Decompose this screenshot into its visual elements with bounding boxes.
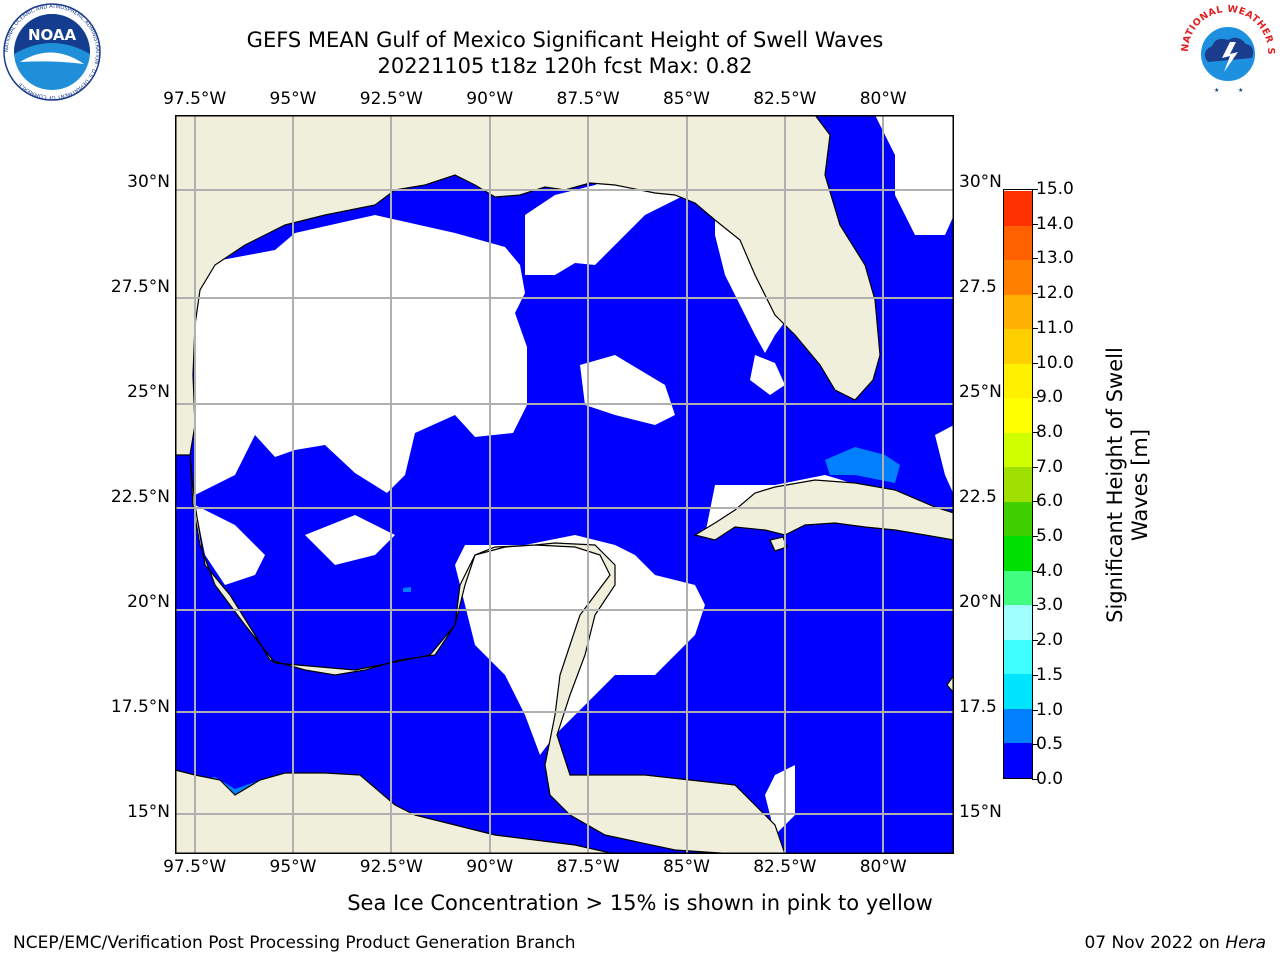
- lat-tick-right: 20°N: [959, 592, 1002, 613]
- colorbar-tick-label: 14.0: [1032, 213, 1074, 234]
- lat-tick-left: 22.5°N: [110, 487, 170, 508]
- colorbar-tick-label: 10.0: [1032, 352, 1074, 373]
- colorbar-segment: [1004, 674, 1032, 709]
- colorbar-tick-label: 2.0: [1031, 630, 1064, 651]
- graticule: [175, 115, 954, 854]
- lon-tick-bottom: 90°W: [466, 857, 514, 877]
- colorbar-segment: [1004, 467, 1032, 502]
- lon-tick-top: 80°W: [859, 89, 907, 109]
- colorbar-segment: [1004, 398, 1032, 433]
- colorbar-tick-label: 13.0: [1032, 248, 1074, 269]
- run-date-text: 07 Nov 2022 on Hera: [1084, 933, 1266, 953]
- colorbar-label-line1: Significant Height of Swell: [1103, 347, 1127, 623]
- lat-tick-left: 30°N: [127, 172, 170, 193]
- colorbar-tick-label: 5.0: [1031, 526, 1064, 547]
- lon-tick-bottom: 95°W: [269, 857, 317, 877]
- lon-tick-top: 85°W: [662, 89, 710, 109]
- colorbar-tick-label: 1.5: [1031, 664, 1064, 685]
- nws-logo: NATIONAL WEATHER SERVICE ★ ★: [1178, 2, 1276, 100]
- lat-tick-right: 30°N: [959, 172, 1002, 193]
- noaa-logo: NATIONAL OCEANIC AND ATMOSPHERIC ADMINIS…: [3, 3, 101, 101]
- land-masses: [175, 115, 954, 854]
- colorbar-segment: [1004, 363, 1032, 399]
- lat-tick-left: 27.5°N: [110, 277, 170, 298]
- sea-ice-footnote: Sea Ice Concentration > 15% is shown in …: [347, 891, 933, 915]
- colorbar-segment: [1004, 225, 1032, 261]
- colorbar-segment: [1004, 432, 1032, 468]
- colorbar-tick-label: 8.0: [1031, 421, 1064, 442]
- colorbar-segment: [1004, 191, 1032, 226]
- colorbar-tick-label: 11.0: [1032, 317, 1074, 338]
- map-panel: [175, 115, 954, 854]
- colorbar: [1003, 189, 1033, 779]
- lat-tick-right: 15°N: [959, 802, 1002, 822]
- lon-tick-bottom: 92.5°W: [359, 857, 423, 877]
- noaa-logo-text: NOAA: [28, 26, 77, 44]
- lon-tick-bottom: 97.5°W: [163, 857, 227, 877]
- colorbar-label: Significant Height of Swell Waves [m]: [1103, 325, 1153, 645]
- colorbar-segment: [1004, 639, 1032, 675]
- lon-tick-bottom: 85°W: [662, 857, 710, 877]
- svg-text:★: ★: [1214, 87, 1219, 94]
- colorbar-tick-label: 12.0: [1032, 283, 1074, 304]
- colorbar-segment: [1004, 501, 1032, 537]
- lon-tick-bottom: 87.5°W: [556, 857, 620, 877]
- lon-tick-top: 82.5°W: [753, 89, 817, 109]
- colorbar-segment: [1004, 605, 1032, 640]
- chart-title: GEFS MEAN Gulf of Mexico Significant Hei…: [246, 28, 884, 52]
- colorbar-segment: [1004, 570, 1032, 606]
- colorbar-segment: [1004, 294, 1032, 330]
- colorbar-segment: [1004, 708, 1032, 744]
- colorbar-segment: [1004, 329, 1032, 364]
- lat-tick-left: 20°N: [127, 592, 170, 613]
- colorbar-segment: [1004, 536, 1032, 571]
- lat-tick-right: 27.5: [959, 277, 997, 298]
- colorbar-tick-label: 15.0: [1032, 179, 1074, 199]
- colorbar-tick-label: 0.0: [1031, 769, 1064, 789]
- lon-tick-top: 95°W: [269, 89, 317, 109]
- run-host: Hera: [1225, 933, 1266, 953]
- chart-subtitle: 20221105 t18z 120h fcst Max: 0.82: [377, 54, 753, 78]
- lon-tick-bottom: 82.5°W: [753, 857, 817, 877]
- lon-tick-top: 87.5°W: [556, 89, 620, 109]
- lon-tick-top: 97.5°W: [163, 89, 227, 109]
- lat-tick-right: 22.5: [959, 487, 997, 508]
- lat-tick-left: 15°N: [127, 802, 170, 822]
- colorbar-tick-label: 4.0: [1031, 560, 1064, 581]
- lat-tick-left: 25°N: [127, 382, 170, 403]
- colorbar-label-line2: Waves [m]: [1128, 428, 1152, 542]
- run-date: 07 Nov 2022 on: [1084, 933, 1220, 953]
- lon-tick-top: 90°W: [466, 89, 514, 109]
- colorbar-segment: [1004, 743, 1032, 778]
- lon-tick-bottom: 80°W: [859, 857, 907, 877]
- colorbar-segment: [1004, 260, 1032, 295]
- lat-tick-right: 17.5: [959, 697, 997, 718]
- colorbar-tick-label: 3.0: [1031, 595, 1064, 616]
- svg-text:★: ★: [1238, 87, 1243, 94]
- lat-tick-left: 17.5°N: [110, 697, 170, 718]
- lat-tick-right: 25°N: [959, 382, 1002, 403]
- colorbar-tick-label: 9.0: [1031, 387, 1064, 408]
- colorbar-tick-label: 6.0: [1031, 491, 1064, 512]
- credit-text: NCEP/EMC/Verification Post Processing Pr…: [13, 933, 576, 953]
- colorbar-tick-label: 1.0: [1031, 699, 1064, 720]
- colorbar-tick-label: 7.0: [1031, 456, 1064, 477]
- lon-tick-top: 92.5°W: [359, 89, 423, 109]
- map-border: [175, 115, 954, 854]
- colorbar-tick-label: 0.5: [1031, 734, 1064, 755]
